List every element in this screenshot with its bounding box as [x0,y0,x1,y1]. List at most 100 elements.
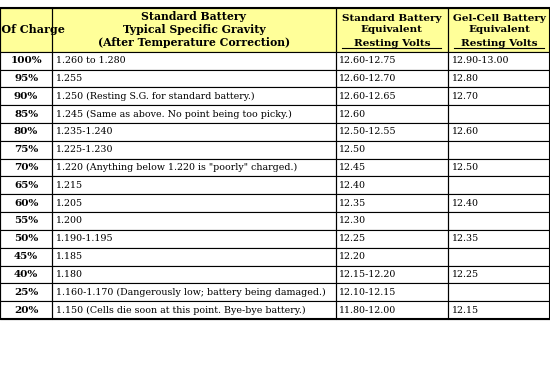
Bar [0,301,52,319]
Bar [52,52,336,70]
Bar [0,177,550,194]
Text: 12.60: 12.60 [452,128,478,136]
Bar [52,230,336,248]
Bar [336,301,448,319]
Text: 12.25: 12.25 [339,234,366,243]
Text: 1.190-1.195: 1.190-1.195 [56,234,113,243]
Text: 85%: 85% [14,110,38,118]
Text: 12.60-12.75: 12.60-12.75 [339,56,397,65]
Bar [52,8,336,52]
Bar [52,87,336,105]
Bar [0,194,550,212]
Text: 1.250 (Resting S.G. for standard battery.): 1.250 (Resting S.G. for standard battery… [56,92,254,101]
Bar [336,212,448,230]
Bar [0,8,52,52]
Bar [0,52,550,70]
Text: 50%: 50% [14,234,38,243]
Text: 40%: 40% [14,270,38,279]
Text: 12.50-12.55: 12.50-12.55 [339,128,397,136]
Text: 90%: 90% [14,92,38,101]
Text: 1.150 (Cells die soon at this point. Bye-bye battery.): 1.150 (Cells die soon at this point. Bye… [56,306,305,315]
Bar [336,141,448,159]
Bar [336,123,448,141]
Bar [448,141,550,159]
Text: 12.40: 12.40 [339,181,366,190]
Text: 12.15-12.20: 12.15-12.20 [339,270,396,279]
Text: 11.80-12.00: 11.80-12.00 [339,306,396,315]
Bar [336,248,448,266]
Bar [336,177,448,194]
Text: 12.10-12.15: 12.10-12.15 [339,288,396,297]
Bar [448,301,550,319]
Text: 12.30: 12.30 [339,216,366,225]
Bar [448,194,550,212]
Bar [448,248,550,266]
Bar [448,105,550,123]
Text: 1.205: 1.205 [56,199,82,208]
Text: 12.45: 12.45 [339,163,366,172]
Bar [336,266,448,284]
Bar [0,141,52,159]
Bar [336,70,448,87]
Bar [52,194,336,212]
Bar [52,301,336,319]
Text: 70%: 70% [14,163,38,172]
Bar [0,70,52,87]
Bar [336,230,448,248]
Text: 1.235-1.240: 1.235-1.240 [56,128,113,136]
Bar [52,266,336,284]
Text: 20%: 20% [14,306,38,315]
Bar [0,266,52,284]
Text: 12.35: 12.35 [452,234,479,243]
Text: 1.185: 1.185 [56,252,82,261]
Text: 12.80: 12.80 [452,74,478,83]
Bar [448,266,550,284]
Bar [448,87,550,105]
Bar [52,284,336,301]
Text: 1.260 to 1.280: 1.260 to 1.280 [56,56,125,65]
Text: 12.35: 12.35 [339,199,366,208]
Text: 1.180: 1.180 [56,270,82,279]
Bar [0,230,550,248]
Bar [0,87,52,105]
Bar [336,87,448,105]
Bar [52,212,336,230]
Text: 12.50: 12.50 [339,145,366,154]
Text: 12.90-13.00: 12.90-13.00 [452,56,509,65]
Bar [336,8,448,52]
Text: Standard Battery
Typical Specific Gravity
(After Temperature Correction): Standard Battery Typical Specific Gravit… [98,11,290,48]
Bar [0,141,550,159]
Bar [0,212,550,230]
Text: 1.220 (Anything below 1.220 is "poorly" charged.): 1.220 (Anything below 1.220 is "poorly" … [56,163,297,172]
Text: % Of Charge: % Of Charge [0,24,65,35]
Text: 60%: 60% [14,199,38,208]
Bar [0,8,550,52]
Bar [0,248,550,266]
Bar [0,194,52,212]
Bar [0,52,52,70]
Text: 12.15: 12.15 [452,306,478,315]
Text: 12.50: 12.50 [452,163,478,172]
Bar [0,70,550,87]
Text: 1.160-1.170 (Dangerously low; battery being damaged.): 1.160-1.170 (Dangerously low; battery be… [56,288,325,297]
Text: 25%: 25% [14,288,38,297]
Bar [0,266,550,284]
Bar [448,159,550,177]
Bar [0,230,52,248]
Text: 12.40: 12.40 [452,199,478,208]
Bar [448,8,550,52]
Text: 95%: 95% [14,74,38,83]
Bar [336,105,448,123]
Text: 12.60-12.70: 12.60-12.70 [339,74,396,83]
Bar [52,123,336,141]
Bar [52,248,336,266]
Bar [336,284,448,301]
Text: 12.25: 12.25 [452,270,478,279]
Text: 12.20: 12.20 [339,252,366,261]
Bar [448,212,550,230]
Bar [448,123,550,141]
Text: 12.60: 12.60 [339,110,366,118]
Text: 55%: 55% [14,216,38,225]
Bar [448,230,550,248]
Bar [336,159,448,177]
